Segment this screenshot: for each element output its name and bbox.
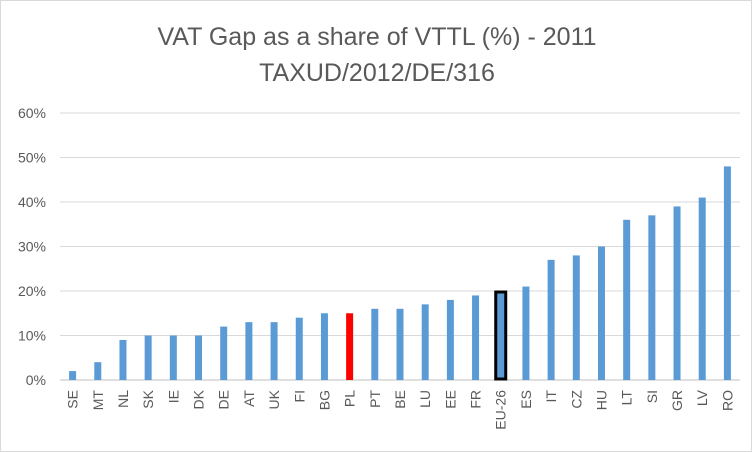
x-tick-label: SI <box>644 390 660 403</box>
bar <box>320 313 328 380</box>
x-tick-label: GR <box>669 390 685 411</box>
bar <box>623 219 631 380</box>
bar <box>195 335 203 380</box>
bar <box>446 299 454 380</box>
x-tick-label: BE <box>392 390 408 409</box>
x-tick-label: CZ <box>568 390 584 409</box>
x-tick-label: LU <box>417 390 433 408</box>
x-tick-label: NL <box>115 390 131 408</box>
x-tick-label: IT <box>543 390 559 403</box>
y-tick-label: 50% <box>18 150 46 166</box>
x-tick-label: FR <box>468 390 484 409</box>
x-tick-label: DK <box>191 389 207 409</box>
chart-title: VAT Gap as a share of VTTL (%) - 2011 <box>157 23 597 51</box>
x-tick-label: BG <box>316 390 332 410</box>
y-tick-label: 20% <box>18 283 46 299</box>
chart-subtitle: TAXUD/2012/DE/316 <box>259 59 495 87</box>
bar <box>346 313 354 380</box>
bar <box>673 206 681 380</box>
bar <box>421 304 429 380</box>
bar <box>597 246 605 380</box>
x-tick-label: PL <box>342 390 358 407</box>
x-tick-label: IE <box>165 390 181 403</box>
bar <box>94 362 102 380</box>
bar <box>119 339 127 380</box>
bar <box>494 290 508 381</box>
bar <box>169 335 177 380</box>
bar <box>270 322 278 380</box>
x-tick-label: SE <box>65 390 81 409</box>
bar <box>396 308 404 380</box>
x-tick-label: LV <box>694 389 710 406</box>
x-tick-label: MT <box>90 390 106 411</box>
bar <box>295 317 303 380</box>
bar <box>547 259 555 380</box>
y-tick-label: 60% <box>18 105 46 121</box>
x-tick-label: DE <box>216 390 232 409</box>
x-tick-label: ES <box>518 390 534 409</box>
y-tick-label: 10% <box>18 328 46 344</box>
bar <box>220 326 228 380</box>
bar <box>371 308 379 380</box>
x-tick-label: AT <box>241 390 257 407</box>
x-tick-label: SK <box>140 389 156 408</box>
bar <box>144 335 152 380</box>
x-tick-label: HU <box>593 390 609 410</box>
x-tick-label: PT <box>367 390 383 408</box>
bar <box>572 255 580 380</box>
bar <box>698 197 706 380</box>
bar <box>245 322 253 380</box>
x-tick-label: EE <box>442 390 458 409</box>
bar <box>648 215 656 380</box>
x-tick-label: RO <box>719 390 735 411</box>
y-tick-label: 30% <box>18 239 46 255</box>
y-tick-label: 0% <box>26 372 46 388</box>
y-tick-label: 40% <box>18 194 46 210</box>
x-tick-label: FI <box>291 390 307 402</box>
bar <box>472 295 480 380</box>
x-tick-label: EU-26 <box>493 390 509 430</box>
bar <box>69 371 77 380</box>
x-tick-label: LT <box>619 390 635 406</box>
bar <box>522 286 530 380</box>
bar <box>723 166 731 380</box>
x-tick-label: UK <box>266 389 282 409</box>
